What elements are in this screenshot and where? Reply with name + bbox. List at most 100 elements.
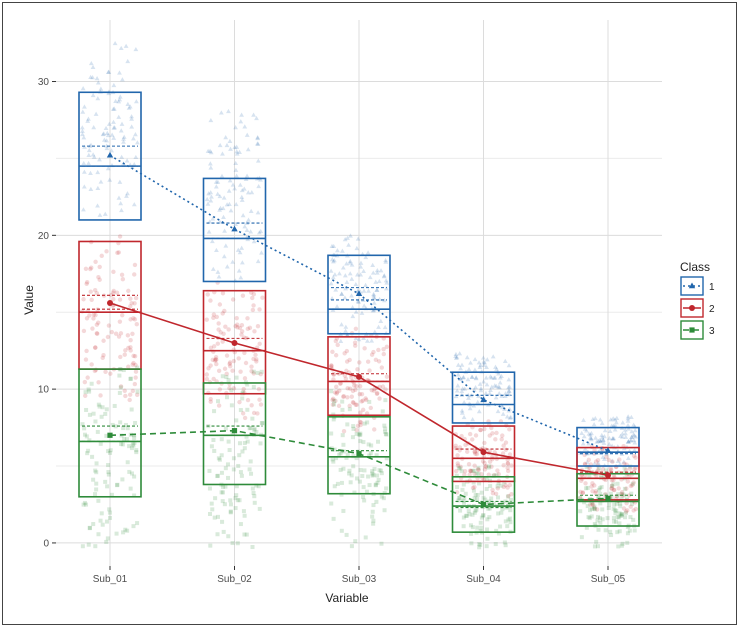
data-point bbox=[498, 524, 503, 529]
data-point bbox=[382, 324, 388, 330]
data-point bbox=[453, 393, 459, 399]
data-point bbox=[598, 520, 603, 525]
data-point bbox=[606, 435, 612, 441]
data-point bbox=[106, 323, 112, 328]
data-point bbox=[125, 460, 130, 465]
data-point bbox=[588, 435, 594, 441]
data-point bbox=[359, 391, 365, 397]
data-point bbox=[338, 467, 343, 472]
data-point bbox=[248, 229, 254, 234]
data-point bbox=[255, 323, 261, 329]
mean-marker bbox=[355, 290, 363, 296]
data-point bbox=[258, 441, 263, 446]
data-point bbox=[372, 296, 377, 301]
data-point bbox=[238, 275, 244, 280]
data-point bbox=[622, 465, 627, 470]
data-point bbox=[478, 528, 483, 533]
data-point bbox=[619, 512, 624, 517]
data-point bbox=[223, 466, 228, 471]
data-point bbox=[82, 144, 87, 149]
data-point bbox=[332, 390, 338, 395]
data-point bbox=[493, 364, 498, 369]
data-point bbox=[454, 473, 459, 478]
data-point bbox=[458, 466, 463, 471]
data-point bbox=[106, 69, 112, 74]
mean-marker bbox=[231, 225, 238, 232]
data-point bbox=[233, 167, 239, 172]
data-point bbox=[239, 112, 244, 117]
x-tick-label: Sub_02 bbox=[217, 574, 252, 585]
data-point bbox=[383, 259, 389, 264]
data-point bbox=[96, 275, 101, 280]
data-point bbox=[226, 534, 231, 539]
data-point bbox=[247, 426, 252, 431]
data-point bbox=[483, 464, 488, 469]
data-point bbox=[218, 205, 223, 210]
data-point bbox=[478, 362, 483, 368]
data-point bbox=[210, 216, 216, 221]
data-point bbox=[328, 281, 334, 286]
data-point bbox=[209, 501, 214, 506]
data-point bbox=[117, 390, 122, 395]
data-point bbox=[473, 493, 478, 498]
data-point bbox=[503, 482, 508, 488]
data-point bbox=[128, 345, 133, 350]
data-point bbox=[621, 459, 627, 464]
data-point bbox=[83, 357, 89, 362]
data-point bbox=[631, 517, 636, 522]
data-point bbox=[227, 138, 233, 143]
data-point bbox=[335, 248, 340, 253]
data-point bbox=[617, 529, 622, 534]
data-point bbox=[628, 504, 633, 509]
data-point bbox=[479, 525, 484, 530]
data-point bbox=[347, 407, 352, 412]
data-point bbox=[379, 365, 385, 370]
data-point bbox=[251, 385, 256, 390]
data-point bbox=[84, 316, 90, 321]
data-point bbox=[238, 408, 243, 413]
data-point bbox=[363, 282, 368, 287]
data-point bbox=[208, 345, 214, 351]
data-point bbox=[578, 509, 583, 514]
data-point bbox=[208, 150, 214, 155]
data-point bbox=[337, 452, 342, 457]
data-point bbox=[379, 494, 384, 499]
data-point bbox=[82, 426, 87, 431]
data-point bbox=[357, 432, 362, 437]
data-point bbox=[135, 365, 140, 370]
data-point bbox=[234, 418, 239, 423]
data-point bbox=[121, 368, 126, 373]
data-point bbox=[221, 214, 226, 219]
data-point bbox=[226, 327, 231, 332]
data-point bbox=[478, 388, 484, 393]
data-point bbox=[227, 201, 232, 207]
data-point bbox=[503, 447, 509, 452]
data-point bbox=[106, 121, 112, 126]
data-point bbox=[619, 543, 624, 548]
data-point bbox=[626, 493, 632, 498]
data-point bbox=[220, 499, 225, 504]
data-point bbox=[215, 532, 220, 537]
data-point bbox=[95, 169, 101, 175]
data-point bbox=[471, 488, 476, 493]
data-point bbox=[233, 160, 239, 166]
data-point bbox=[630, 481, 635, 486]
data-point bbox=[239, 260, 245, 265]
data-point bbox=[208, 190, 214, 195]
data-point bbox=[599, 420, 605, 426]
data-point bbox=[371, 503, 376, 508]
data-point bbox=[128, 486, 133, 491]
data-point bbox=[336, 403, 342, 409]
data-point bbox=[371, 518, 376, 523]
data-point bbox=[371, 300, 377, 305]
data-point bbox=[245, 439, 250, 444]
data-point bbox=[255, 135, 261, 140]
data-point bbox=[625, 508, 630, 513]
data-point bbox=[260, 295, 265, 300]
data-point bbox=[99, 414, 104, 419]
data-point bbox=[98, 441, 103, 446]
data-point bbox=[91, 154, 97, 159]
data-point bbox=[501, 463, 506, 468]
data-point bbox=[484, 382, 490, 387]
data-point bbox=[353, 281, 359, 287]
